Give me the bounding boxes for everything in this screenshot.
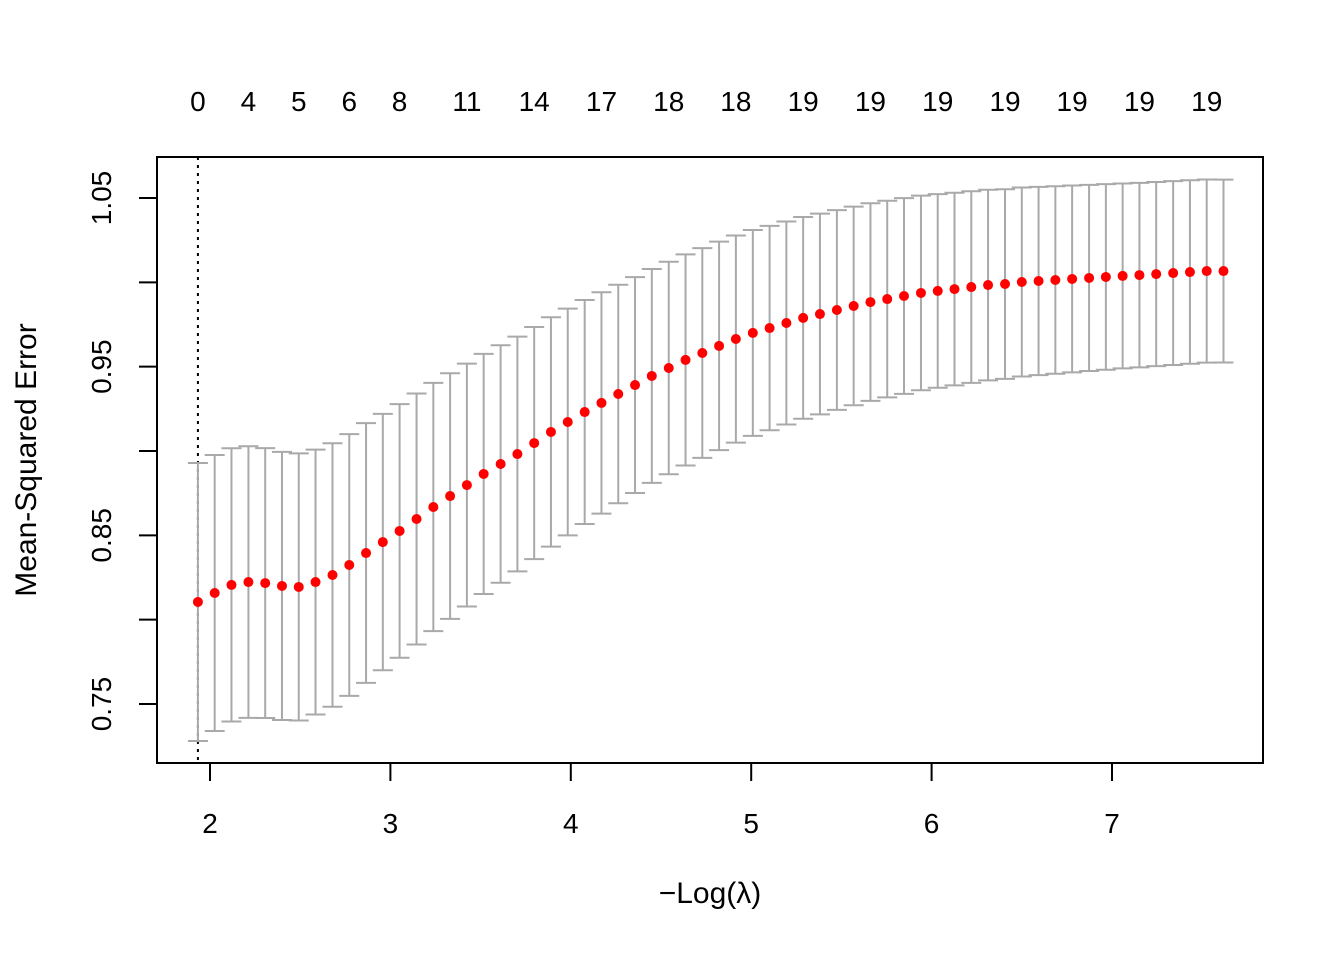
mse-point bbox=[276, 580, 287, 591]
x-axis: 2 3 4 5 6 7 bbox=[202, 763, 1120, 839]
top-tick-label: 5 bbox=[291, 86, 307, 117]
plot-frame bbox=[156, 156, 1264, 764]
mse-point bbox=[1000, 279, 1011, 290]
mse-point bbox=[1067, 273, 1078, 284]
mse-point bbox=[781, 317, 792, 328]
mse-point bbox=[983, 280, 994, 291]
mse-point bbox=[478, 468, 489, 479]
mse-point bbox=[1016, 276, 1027, 287]
mse-point bbox=[714, 340, 725, 351]
mse-point bbox=[579, 407, 590, 418]
mse-point bbox=[344, 560, 355, 571]
top-tick-label: 0 bbox=[190, 86, 206, 117]
top-tick-label: 6 bbox=[341, 86, 357, 117]
mse-point bbox=[461, 480, 472, 491]
mse-point bbox=[1050, 274, 1061, 285]
mse-point bbox=[949, 284, 960, 295]
mse-point bbox=[663, 363, 674, 374]
x-tick-label: 2 bbox=[202, 808, 218, 839]
mse-point bbox=[1201, 266, 1212, 277]
top-tick-label: 19 bbox=[1124, 86, 1155, 117]
mse-point bbox=[495, 458, 506, 469]
top-tick-label: 17 bbox=[586, 86, 617, 117]
mse-point bbox=[865, 297, 876, 308]
mse-point bbox=[1084, 272, 1095, 283]
top-tick-label: 19 bbox=[922, 86, 953, 117]
x-tick-label: 7 bbox=[1104, 808, 1120, 839]
top-tick-label: 19 bbox=[855, 86, 886, 117]
mse-point bbox=[814, 309, 825, 320]
mse-point bbox=[1151, 269, 1162, 280]
mse-point bbox=[411, 513, 422, 524]
y-tick-label: 0.85 bbox=[86, 508, 117, 563]
y-axis: 0.75 0.85 0.95 1.05 bbox=[86, 171, 157, 732]
mse-point bbox=[1033, 275, 1044, 286]
mse-point bbox=[1218, 266, 1229, 277]
mse-point bbox=[428, 502, 439, 513]
mse-point bbox=[377, 537, 388, 548]
mse-point bbox=[394, 525, 405, 536]
top-tick-label: 19 bbox=[989, 86, 1020, 117]
mse-point bbox=[898, 290, 909, 301]
x-tick-label: 3 bbox=[383, 808, 399, 839]
top-tick-label: 18 bbox=[720, 86, 751, 117]
mse-point bbox=[932, 285, 943, 296]
mse-point bbox=[1100, 271, 1111, 282]
top-tick-label: 14 bbox=[519, 86, 550, 117]
top-tick-label: 19 bbox=[1191, 86, 1222, 117]
mse-point bbox=[1117, 270, 1128, 281]
y-axis-label: Mean-Squared Error bbox=[10, 323, 43, 596]
mse-point bbox=[361, 548, 372, 559]
mse-point bbox=[209, 588, 220, 599]
y-tick-label: 1.05 bbox=[86, 171, 117, 226]
mse-point bbox=[226, 579, 237, 590]
mse-point bbox=[848, 300, 859, 311]
error-bars bbox=[187, 157, 1234, 763]
mse-point bbox=[512, 449, 523, 460]
mse-point bbox=[327, 569, 338, 580]
mse-point bbox=[293, 581, 304, 592]
top-tick-label: 19 bbox=[788, 86, 819, 117]
mse-point bbox=[882, 294, 893, 305]
mse-point bbox=[260, 578, 271, 589]
x-tick-label: 6 bbox=[924, 808, 940, 839]
top-tick-label: 8 bbox=[392, 86, 408, 117]
mse-point bbox=[966, 282, 977, 293]
mse-point bbox=[1168, 268, 1179, 279]
mse-point bbox=[445, 491, 456, 502]
mse-point bbox=[646, 370, 657, 381]
top-tick-label: 18 bbox=[653, 86, 684, 117]
mse-point bbox=[764, 323, 775, 334]
mse-point bbox=[243, 577, 254, 588]
mse-point bbox=[697, 348, 708, 359]
top-tick-label: 19 bbox=[1057, 86, 1088, 117]
x-axis-label: −Log(λ) bbox=[659, 877, 762, 910]
mse-point bbox=[545, 426, 556, 437]
mse-point bbox=[596, 397, 607, 408]
mse-point bbox=[310, 577, 321, 588]
mse-point bbox=[613, 388, 624, 399]
x-tick-label: 4 bbox=[563, 808, 579, 839]
mse-point bbox=[747, 327, 758, 338]
top-tick-label: 4 bbox=[241, 86, 257, 117]
mse-point bbox=[798, 312, 809, 323]
points bbox=[192, 266, 1229, 607]
mse-point bbox=[562, 416, 573, 427]
top-axis-nonzero-counts: 0 4 5 6 8 11 14 17 18 18 19 19 19 19 19 19 19 bbox=[190, 86, 1222, 117]
x-tick-label: 5 bbox=[743, 808, 759, 839]
mse-point bbox=[630, 380, 641, 391]
mse-point bbox=[1184, 267, 1195, 278]
mse-point bbox=[730, 334, 741, 345]
mse-point bbox=[915, 287, 926, 298]
mse-point bbox=[192, 596, 203, 607]
y-tick-label: 0.95 bbox=[86, 339, 117, 394]
mse-point bbox=[529, 438, 540, 449]
top-tick-label: 11 bbox=[452, 86, 481, 117]
mse-point bbox=[1134, 270, 1145, 281]
mse-point bbox=[831, 304, 842, 315]
mse-point bbox=[680, 354, 691, 365]
y-tick-label: 0.75 bbox=[86, 677, 117, 732]
